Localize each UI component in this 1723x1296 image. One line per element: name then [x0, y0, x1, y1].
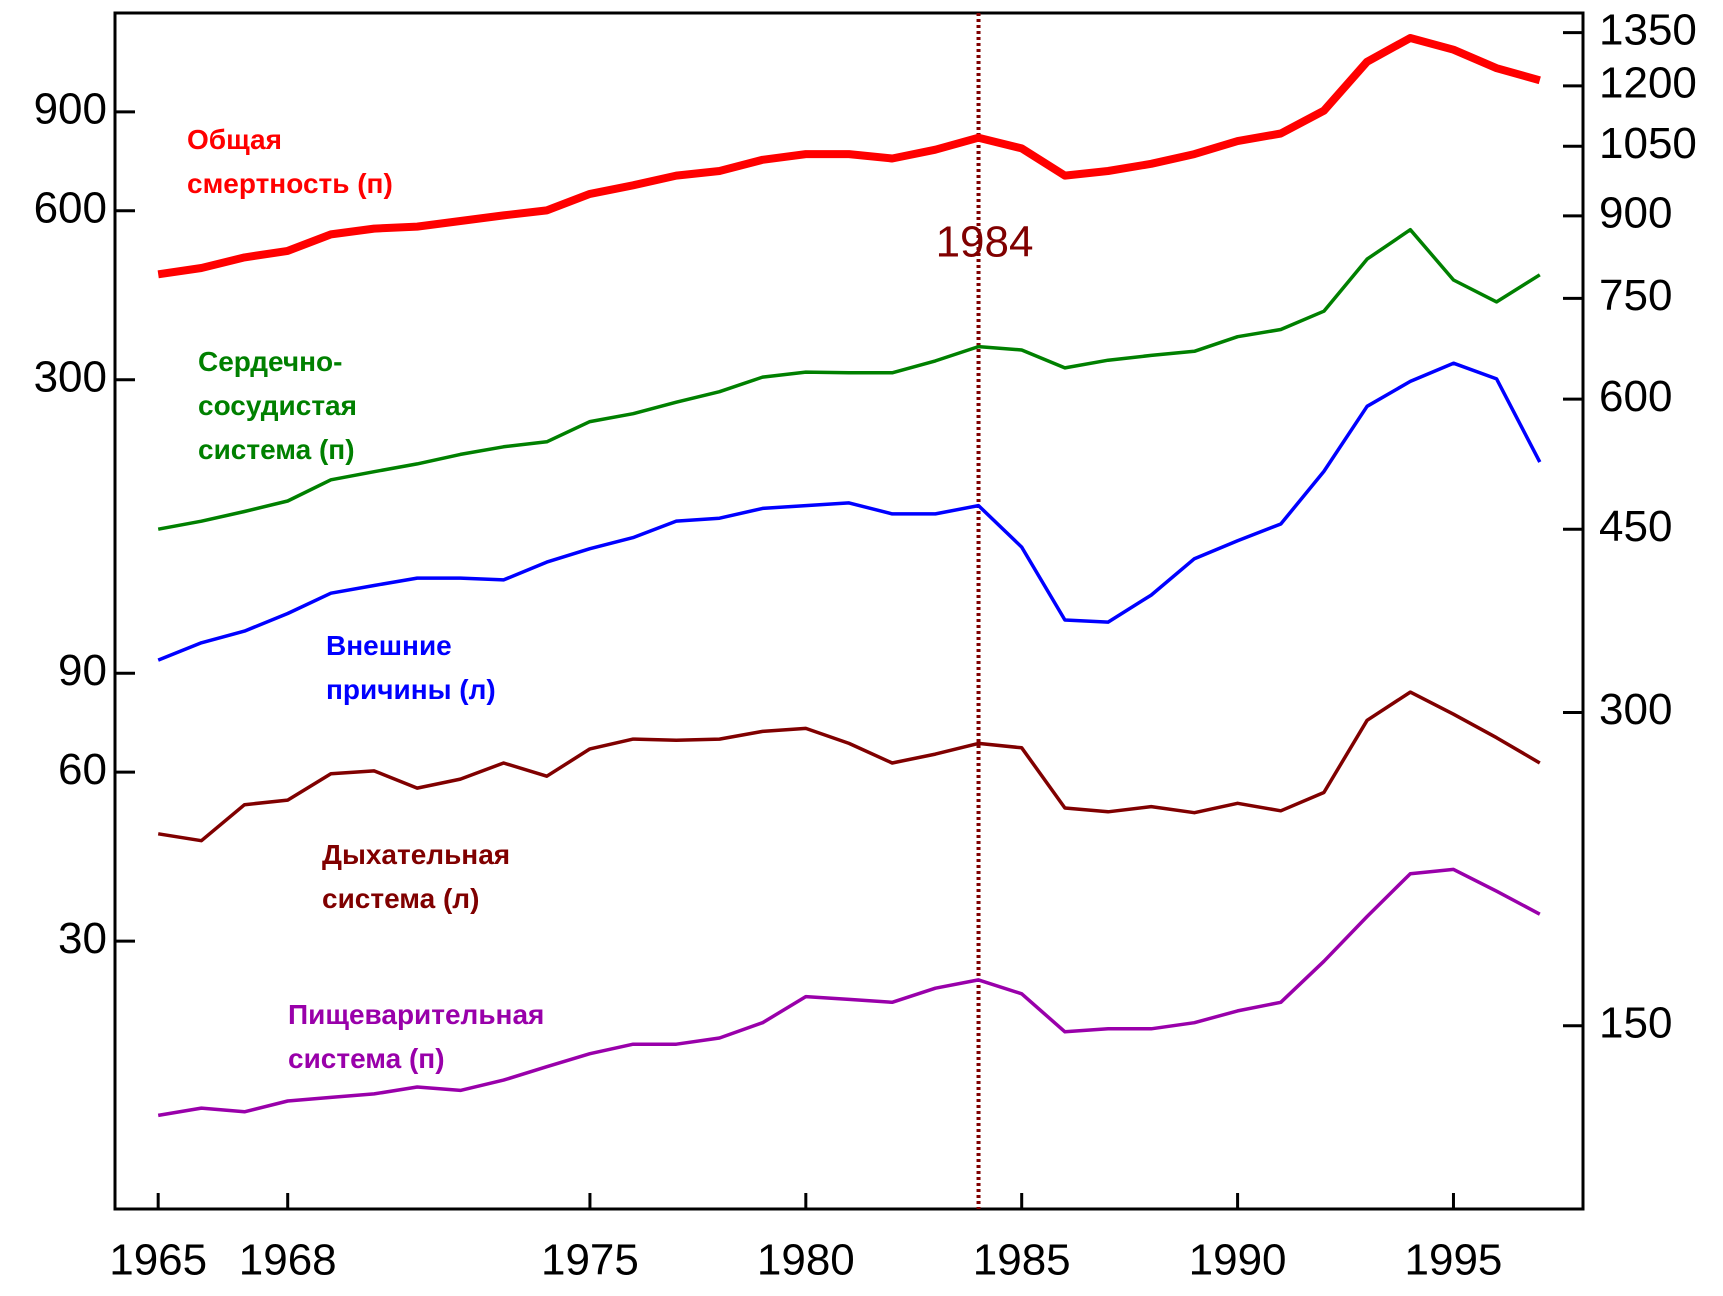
y2-tick-label: 1200: [1599, 59, 1697, 108]
x-tick-label: 1990: [1189, 1236, 1287, 1285]
y-tick-label: 30: [58, 914, 107, 963]
x-tick-label: 1965: [109, 1236, 207, 1285]
y2-tick-label: 150: [1599, 998, 1672, 1047]
y2-tick-label: 750: [1599, 271, 1672, 320]
series-label: Внешние причины (л): [326, 630, 496, 705]
y-tick-label: 90: [58, 646, 107, 695]
x-tick-label: 1995: [1405, 1236, 1503, 1285]
y-tick-label: 900: [34, 84, 107, 133]
y2-tick-label: 900: [1599, 189, 1672, 238]
y2-tick-label: 1050: [1599, 119, 1697, 168]
y2-tick-label: 300: [1599, 685, 1672, 734]
y-tick-label: 300: [34, 352, 107, 401]
plot-frame: [113, 11, 1585, 1211]
series-label: Пищеварительная система (п): [288, 999, 545, 1074]
series-line: [157, 361, 1542, 662]
annotation-label: 1984: [936, 218, 1034, 267]
series-label: Дыхательная система (л): [322, 839, 511, 914]
series-line: [157, 227, 1541, 531]
series-line: [157, 690, 1541, 843]
y2-tick-label: 1350: [1599, 5, 1697, 54]
x-tick-label: 1975: [541, 1236, 639, 1285]
x-tick-label: 1985: [973, 1236, 1071, 1285]
series-label: Общая смертность (п): [187, 124, 393, 199]
series-line: [157, 867, 1541, 1118]
y-tick-label: 60: [58, 745, 107, 794]
x-tick-label: 1968: [239, 1236, 337, 1285]
y2-tick-label: 450: [1599, 502, 1672, 551]
y-tick-label: 600: [34, 183, 107, 232]
y2-tick-label: 600: [1599, 372, 1672, 421]
series-line: [157, 34, 1541, 279]
series-label: Сердечно-сосудистая система (п): [198, 346, 357, 465]
x-tick-label: 1980: [757, 1236, 855, 1285]
